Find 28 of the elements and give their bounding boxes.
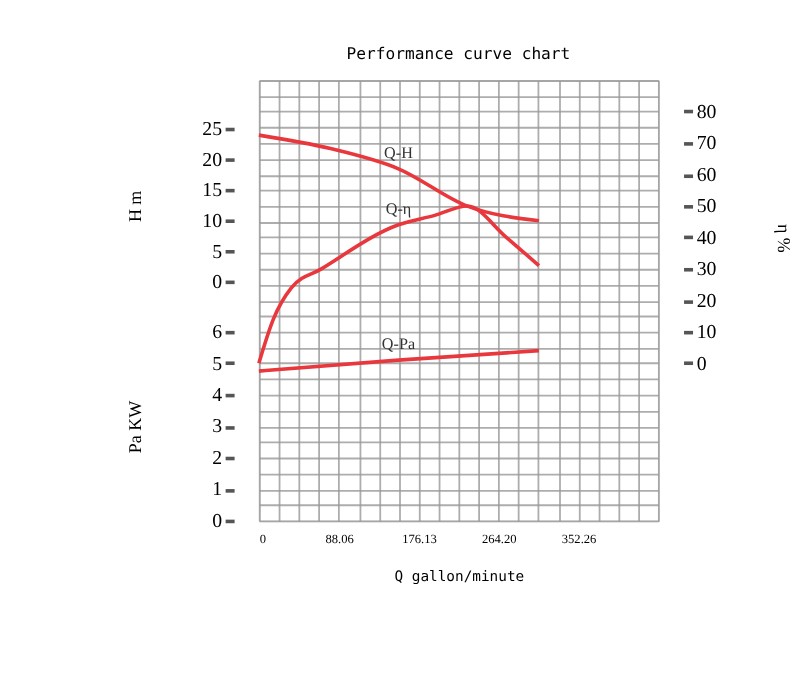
- y2-tick-label: 30: [696, 259, 717, 282]
- y3-tick-label: 4: [212, 384, 223, 407]
- y2-tick-label: 80: [696, 101, 717, 124]
- y3-tick-label: 3: [212, 416, 223, 439]
- series-label: Q-Pa: [381, 335, 416, 354]
- y2-tick-label: 40: [696, 227, 717, 250]
- y-tick-label: 25: [202, 119, 223, 142]
- y-tick-label: 10: [202, 211, 223, 234]
- y2-tick-label: 70: [696, 133, 717, 156]
- x-axis-title: Q gallon/minute: [394, 566, 525, 585]
- series-label: Q-H: [384, 144, 414, 162]
- y-tick-label: 0: [212, 272, 223, 295]
- y-axis-title: H m: [125, 190, 146, 223]
- y-tick-label: 15: [202, 180, 223, 203]
- y2-axis-title: η %: [773, 223, 794, 254]
- chart-title: Performance curve chart: [346, 42, 571, 63]
- series-label: Q-η: [385, 200, 412, 219]
- y2-tick-label: 60: [696, 164, 717, 187]
- y2-tick-label: 10: [696, 322, 717, 345]
- y2-tick-label: 20: [696, 290, 717, 313]
- y3-tick-label: 2: [212, 447, 223, 470]
- y-tick-label: 20: [202, 149, 223, 172]
- y3-tick-label: 1: [212, 479, 223, 502]
- y2-tick-label: 0: [696, 353, 707, 376]
- y-tick-label: 5: [212, 241, 223, 264]
- y2-tick-label: 50: [696, 196, 717, 219]
- y3-axis-title: Pa KW: [125, 399, 146, 454]
- y3-tick-label: 6: [212, 322, 223, 345]
